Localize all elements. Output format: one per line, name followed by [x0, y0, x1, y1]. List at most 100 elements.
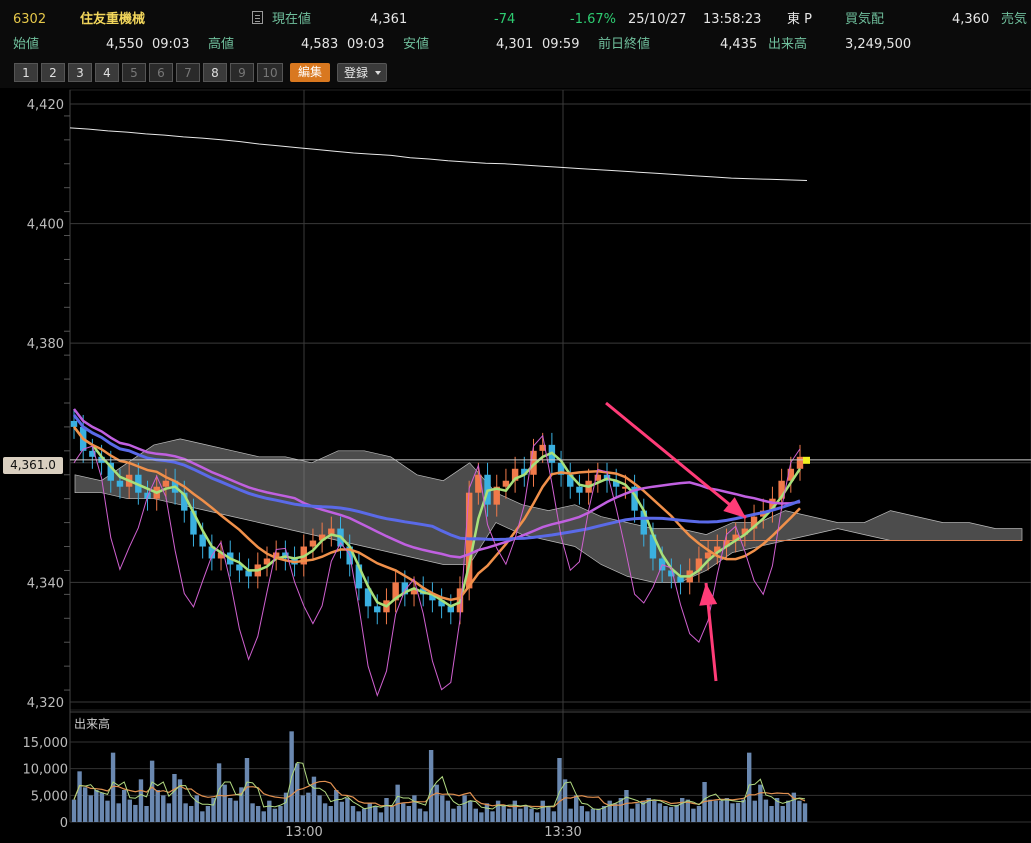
candle: [107, 462, 114, 481]
volume-bar: [334, 790, 339, 822]
volume-bar: [797, 800, 802, 822]
volume-bar: [467, 800, 473, 822]
volume-bar: [412, 795, 417, 822]
volume-bar: [233, 800, 239, 822]
register-dropdown[interactable]: 登録: [337, 63, 387, 82]
volume-bar: [640, 800, 646, 822]
volume-bar: [557, 758, 562, 822]
price-pane-frame: [69, 89, 1031, 711]
volume-bar: [473, 808, 478, 822]
volume-bar: [574, 795, 579, 822]
volume-bar: [211, 798, 216, 822]
page-button-1[interactable]: 1: [14, 63, 38, 82]
candle: [447, 606, 455, 613]
volume-bar: [746, 752, 752, 822]
volume-bar: [657, 803, 663, 822]
ma-long-line: [73, 408, 801, 559]
annotation-arrow-1-shaft: [605, 401, 747, 520]
volume-y-tick: 0: [60, 816, 68, 831]
candle: [796, 456, 804, 469]
candle: [521, 468, 528, 475]
volume-bar: [328, 806, 333, 822]
volume-bar: [110, 752, 116, 822]
volume-bar: [161, 795, 166, 822]
volume-bar: [77, 771, 82, 822]
volume-bar: [322, 803, 328, 822]
open-label: 始値: [13, 37, 40, 52]
candle: [714, 546, 721, 553]
page-button-7[interactable]: 7: [176, 63, 200, 82]
volume-ma-line: [73, 780, 806, 808]
volume-bar: [149, 760, 155, 822]
page-button-4[interactable]: 4: [95, 63, 119, 82]
volume-bar: [707, 799, 713, 822]
x-tick-label: 13:30: [544, 825, 581, 840]
volume-bar: [373, 806, 378, 822]
page-button-6[interactable]: 6: [149, 63, 173, 82]
volume-bar: [490, 811, 495, 822]
volume-bar: [295, 763, 300, 822]
volume-bar: [205, 806, 211, 822]
volume-bar: [551, 811, 557, 822]
candle: [245, 570, 252, 577]
volume-label: 出来高: [768, 37, 808, 52]
volume-bar: [730, 803, 735, 822]
volume-bar: [116, 803, 121, 822]
volume-bar: [713, 800, 718, 822]
volume-bar: [601, 806, 607, 822]
candle: [199, 534, 206, 547]
volume-bar: [596, 808, 601, 822]
volume-pane-title: 出来高: [74, 716, 110, 731]
candle: [70, 420, 78, 427]
page-button-10[interactable]: 10: [257, 63, 283, 82]
volume-bar: [222, 784, 227, 822]
page-button-3[interactable]: 3: [68, 63, 92, 82]
volume-bar: [691, 808, 696, 822]
volume-bar: [261, 811, 266, 822]
candle: [778, 480, 785, 499]
volume-bar: [133, 804, 138, 822]
quote-time: 13:58:23: [703, 12, 762, 27]
volume-bar: [440, 795, 445, 822]
candle: [704, 552, 712, 559]
volume-bar: [507, 808, 512, 822]
volume-bar: [495, 800, 501, 822]
volume-y-tick: 5,000: [31, 789, 68, 804]
candle: [769, 498, 776, 511]
candle: [557, 462, 565, 475]
candle: [612, 480, 620, 487]
edit-button[interactable]: 編集: [290, 63, 330, 82]
volume-bar: [200, 811, 205, 822]
page-button-8[interactable]: 8: [203, 63, 227, 82]
candle: [190, 510, 197, 535]
volume-bar: [635, 803, 640, 822]
candle: [236, 564, 243, 571]
candle: [465, 492, 473, 589]
document-icon[interactable]: [252, 11, 263, 24]
low-time: 09:59: [542, 37, 580, 52]
page-button-9[interactable]: 9: [230, 63, 254, 82]
volume-bar: [434, 784, 439, 822]
volume-bar: [529, 808, 534, 822]
candle: [668, 570, 675, 577]
volume-bar: [250, 803, 255, 822]
current-price-label: 現在値: [272, 12, 312, 27]
annotation-arrow-1-head: [723, 497, 746, 518]
candle: [622, 486, 629, 489]
y-tick-label: 4,400: [27, 218, 64, 233]
candle: [272, 552, 280, 559]
volume-bar: [763, 799, 769, 822]
volume-bar: [590, 808, 596, 822]
low-label: 安値: [403, 37, 430, 52]
candle: [181, 492, 188, 511]
page-button-5[interactable]: 5: [122, 63, 146, 82]
high-time: 09:03: [347, 37, 385, 52]
candle: [631, 486, 638, 511]
candle: [649, 534, 657, 559]
page-button-2[interactable]: 2: [41, 63, 65, 82]
annotation-arrow-2-head: [699, 583, 718, 606]
candle: [493, 486, 500, 505]
candle: [116, 480, 124, 487]
volume-bar: [216, 763, 222, 822]
